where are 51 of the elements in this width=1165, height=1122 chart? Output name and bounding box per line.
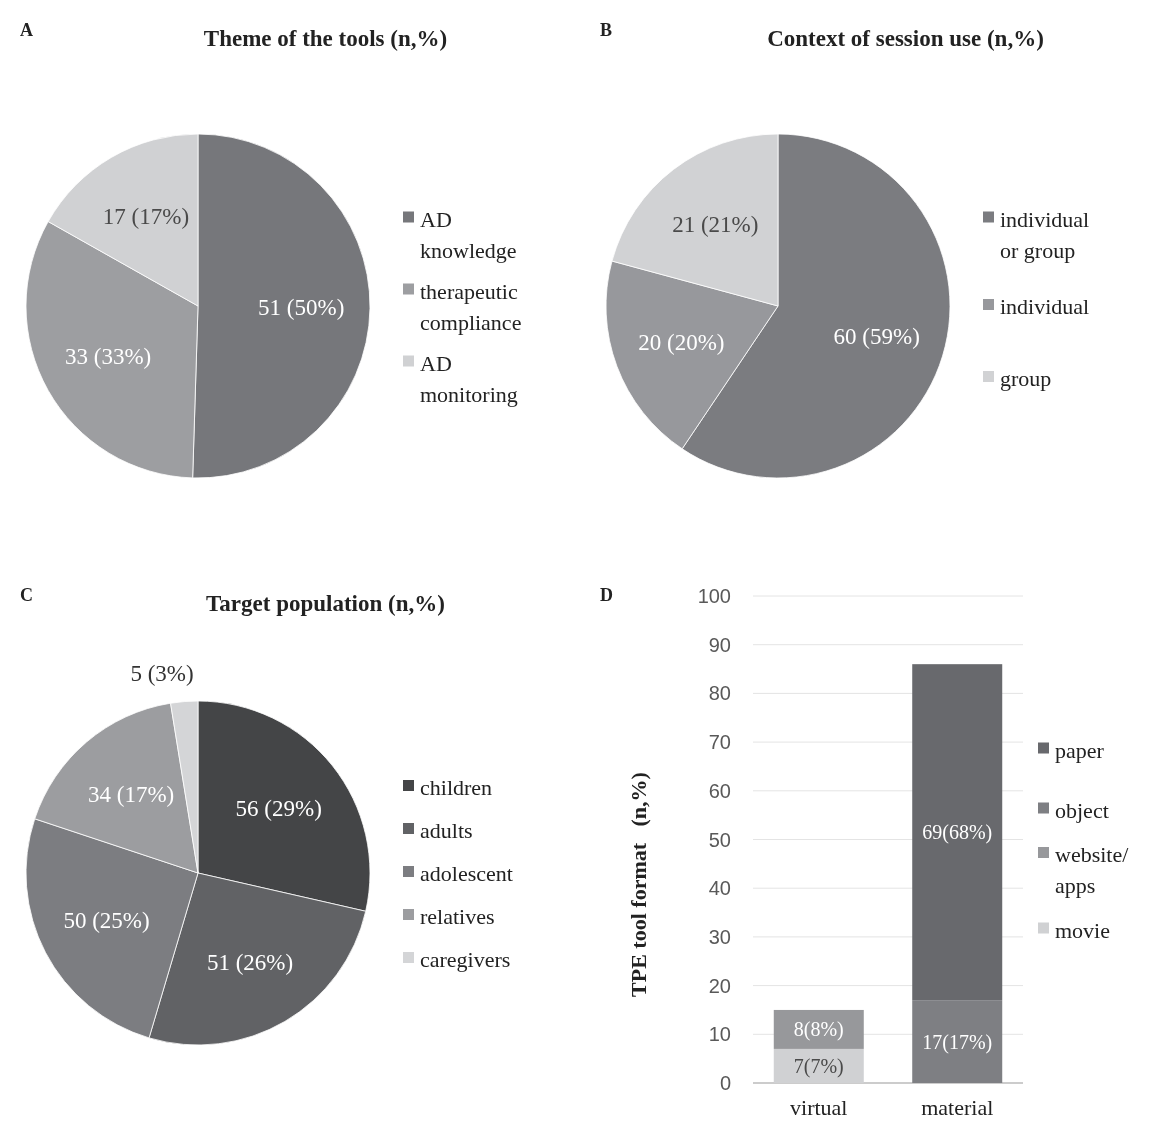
data-label: 8(8%) xyxy=(793,1018,844,1042)
data-label: 69(68%) xyxy=(922,821,993,845)
data-label: 60 (59%) xyxy=(833,323,920,349)
legend-label: AD knowledge xyxy=(420,206,517,262)
y-tick-label: 30 xyxy=(708,925,731,948)
legend-label: children xyxy=(420,774,493,800)
x-tick-label: material xyxy=(921,1095,994,1120)
legend-label: object xyxy=(1055,797,1109,822)
y-tick-label: 50 xyxy=(708,828,731,851)
x-tick-label: virtual xyxy=(790,1095,848,1120)
text: D xyxy=(600,585,613,605)
data-label: 51 (50%) xyxy=(258,295,345,321)
text: C xyxy=(20,585,33,605)
data-label: 17(17%) xyxy=(922,1030,993,1054)
legend-label: paper xyxy=(1055,737,1105,762)
y-axis-title: TPE tool format (n,%) xyxy=(626,772,651,997)
data-label: 5 (3%) xyxy=(130,661,194,687)
chart-title: Context of session use (n,%) xyxy=(767,26,1044,51)
chart-title: Target population (n,%) xyxy=(206,591,445,616)
legend-label: caregivers xyxy=(420,946,511,972)
legend-label: AD monitoring xyxy=(420,350,518,406)
data-label: 50 (25%) xyxy=(63,908,150,934)
data-label: 7(7%) xyxy=(793,1054,844,1078)
data-label: 34 (17%) xyxy=(87,781,175,807)
data-label: 17 (17%) xyxy=(102,204,190,230)
y-tick-label: 60 xyxy=(708,779,731,802)
data-label: 21 (21%) xyxy=(672,211,759,237)
legend-label: relatives xyxy=(420,903,495,929)
y-tick-label: 20 xyxy=(708,974,731,997)
y-tick-label: 0 xyxy=(719,1072,731,1094)
legend-label: adults xyxy=(420,817,473,843)
y-tick-label: 40 xyxy=(708,877,731,900)
y-tick-label: 70 xyxy=(708,731,731,754)
legend-label: group xyxy=(1000,365,1052,391)
legend-label: adolescent xyxy=(420,860,513,886)
text: A xyxy=(20,20,33,40)
legend-label: movie xyxy=(1055,917,1110,942)
y-tick-label: 10 xyxy=(708,1023,731,1046)
y-tick-label: 90 xyxy=(708,633,731,656)
legend-label: website/apps xyxy=(1055,841,1130,898)
data-label: 20 (20%) xyxy=(638,329,725,355)
data-label: 56 (29%) xyxy=(235,796,322,822)
legend-label: individual xyxy=(1000,293,1090,319)
chart-title: Theme of the tools (n,%) xyxy=(203,26,448,51)
legend-label: individual or group xyxy=(1000,206,1090,262)
data-label: 51 (26%) xyxy=(206,949,294,975)
y-tick-label: 100 xyxy=(697,585,731,607)
y-tick-label: 80 xyxy=(708,682,731,705)
data-label: 33 (33%) xyxy=(64,344,152,370)
legend-label: therapeutic compliance xyxy=(420,278,522,334)
text: B xyxy=(600,20,613,40)
